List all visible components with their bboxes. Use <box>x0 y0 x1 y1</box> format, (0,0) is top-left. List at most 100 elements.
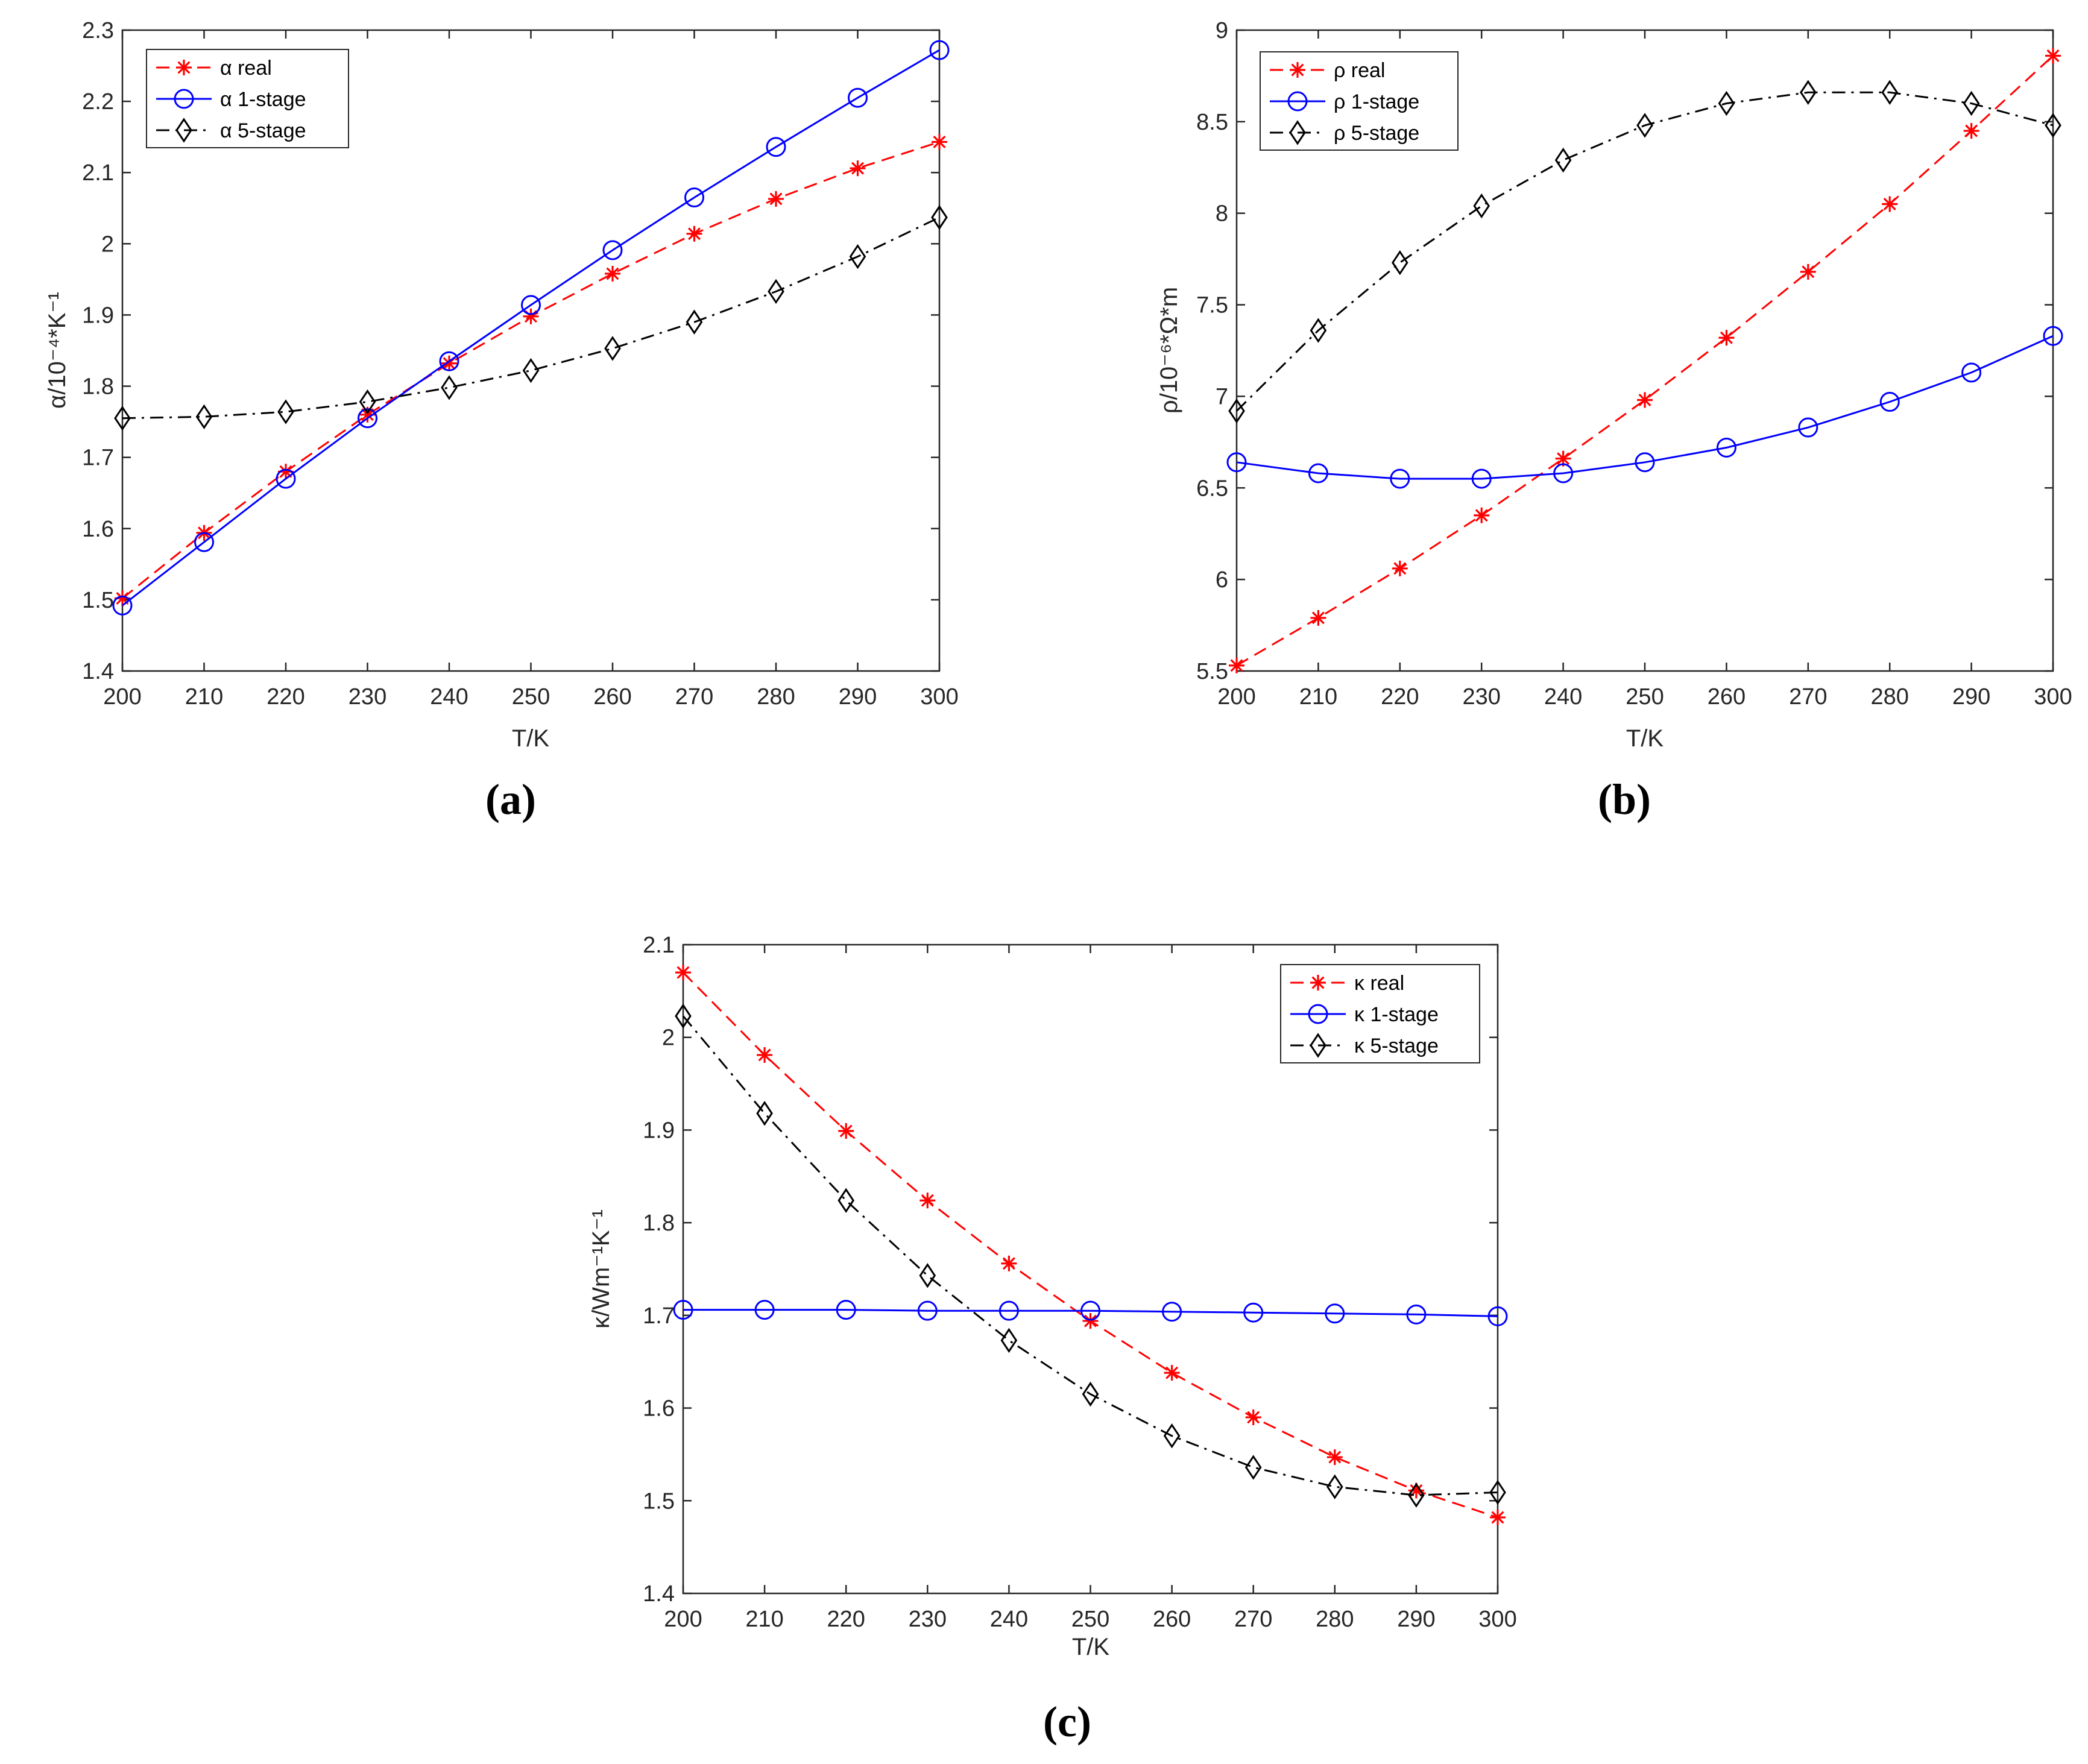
legend-label: ρ 5-stage <box>1334 122 1419 145</box>
data-point-asterisk <box>1082 1313 1099 1329</box>
data-point-asterisk <box>1245 1409 1261 1425</box>
data-point-asterisk <box>1474 507 1490 523</box>
legend-label: κ real <box>1354 972 1404 995</box>
x-tick-label: 250 <box>512 684 550 710</box>
data-point-diamond <box>1489 1479 1506 1505</box>
data-point-circle <box>1162 1302 1182 1322</box>
y-tick-label: 1.4 <box>643 1581 675 1607</box>
series-line <box>1236 335 2054 480</box>
series-line <box>1235 91 2054 412</box>
data-point-diamond <box>1326 1474 1343 1499</box>
data-point-circle <box>673 1300 693 1320</box>
x-tick-label: 260 <box>593 684 631 710</box>
y-tick-label: 1.6 <box>82 517 114 542</box>
data-point-asterisk <box>1001 1255 1017 1271</box>
data-point-asterisk <box>757 1047 773 1063</box>
x-tick-label: 210 <box>185 684 223 710</box>
data-point-diamond <box>1799 80 1817 105</box>
data-point-asterisk <box>1392 560 1408 576</box>
x-tick-label: 240 <box>1544 684 1582 710</box>
data-point-circle <box>1226 452 1247 473</box>
data-point-circle <box>602 240 623 260</box>
panel-caption: (c) <box>1043 1698 1091 1746</box>
data-point-circle <box>276 468 296 489</box>
y-tick-label: 2.1 <box>643 933 675 958</box>
data-point-circle <box>1716 437 1736 458</box>
legend-marker-circle <box>1308 1004 1328 1024</box>
data-point-diamond <box>1408 1482 1425 1508</box>
data-point-circle <box>1243 1302 1264 1323</box>
x-tick-label: 240 <box>990 1607 1028 1632</box>
y-axis-label: κ/Wm⁻¹K⁻¹ <box>588 1209 614 1329</box>
data-point-circle <box>754 1300 775 1320</box>
y-tick-label: 1.9 <box>82 303 114 328</box>
x-tick-label: 260 <box>1153 1607 1191 1632</box>
data-point-asterisk <box>1326 1449 1343 1466</box>
legend-marker-circle <box>1287 91 1308 112</box>
x-tick-label: 270 <box>675 684 713 710</box>
data-point-asterisk <box>2045 48 2061 64</box>
series-circle <box>112 40 950 616</box>
series-asterisk <box>1229 48 2061 673</box>
legend-marker-diamond <box>175 118 192 143</box>
data-point-circle <box>112 595 133 616</box>
y-tick-label: 5.5 <box>1196 659 1228 684</box>
data-point-diamond <box>1310 318 1327 343</box>
x-tick-label: 290 <box>839 684 877 710</box>
data-point-circle <box>1308 463 1328 484</box>
x-axis-label: T/K <box>1072 1634 1110 1660</box>
data-point-diamond <box>1244 1455 1262 1480</box>
y-axis-label: α/10⁻⁴*K⁻¹ <box>44 292 71 409</box>
x-tick-label: 300 <box>2034 684 2072 710</box>
legend: ρ real ρ 1-stage ρ 5-stage <box>1260 51 1459 151</box>
data-point-diamond <box>1473 193 1490 219</box>
data-point-circle <box>1390 468 1410 489</box>
data-point-diamond <box>114 406 131 431</box>
y-tick-label: 1.6 <box>643 1396 675 1422</box>
y-tick-label: 7.5 <box>1196 293 1228 318</box>
panel-caption: (a) <box>485 775 536 824</box>
data-point-circle <box>917 1300 938 1321</box>
data-point-circle <box>1879 392 1900 412</box>
x-tick-label: 210 <box>745 1607 783 1632</box>
y-tick-label: 1.5 <box>82 588 114 613</box>
x-tick-label: 250 <box>1626 684 1664 710</box>
legend-marker-diamond <box>1310 1033 1326 1058</box>
x-tick-label: 230 <box>349 684 386 710</box>
panel-caption: (b) <box>1598 775 1651 824</box>
data-point-circle <box>358 408 377 429</box>
y-tick-label: 7 <box>1216 384 1228 409</box>
series-circle <box>673 1300 1508 1326</box>
legend-label: κ 1-stage <box>1354 1003 1439 1026</box>
x-tick-label: 220 <box>827 1607 865 1632</box>
y-tick-label: 6.5 <box>1196 476 1228 501</box>
panel-b: 200 210 220 230 240 250 260 270 280 290 300 5.5 6 6.5… <box>1156 18 2072 824</box>
data-point-diamond <box>686 309 703 335</box>
data-point-asterisk <box>1637 392 1653 408</box>
data-point-asterisk <box>523 308 539 324</box>
y-axis-label: ρ/10⁻⁶*Ω*m <box>1156 287 1182 414</box>
x-tick-label: 260 <box>1708 684 1746 710</box>
data-point-circle <box>1961 362 1982 383</box>
data-point-diamond <box>1082 1381 1099 1407</box>
legend-label: κ 5-stage <box>1354 1035 1439 1057</box>
data-point-asterisk <box>1490 1509 1506 1525</box>
y-tick-label: 8 <box>1216 201 1228 227</box>
legend-marker-asterisk <box>1310 975 1326 991</box>
x-tick-label: 200 <box>664 1607 702 1632</box>
data-point-diamond <box>931 204 948 230</box>
data-point-diamond <box>359 389 376 415</box>
x-tick-label: 270 <box>1234 1607 1272 1632</box>
y-tick-label: 2 <box>101 232 114 257</box>
data-point-diamond <box>1963 90 1980 116</box>
series-line <box>122 216 940 420</box>
legend-label: ρ 1-stage <box>1334 90 1419 113</box>
legend-marker-asterisk <box>176 60 192 75</box>
data-point-circle <box>521 295 541 315</box>
series-line <box>682 1015 1498 1496</box>
data-point-circle <box>1471 468 1492 489</box>
legend-label: α 5-stage <box>220 119 306 142</box>
data-point-circle <box>684 187 704 208</box>
legend-label: α real <box>220 57 272 80</box>
data-point-circle <box>929 40 950 60</box>
